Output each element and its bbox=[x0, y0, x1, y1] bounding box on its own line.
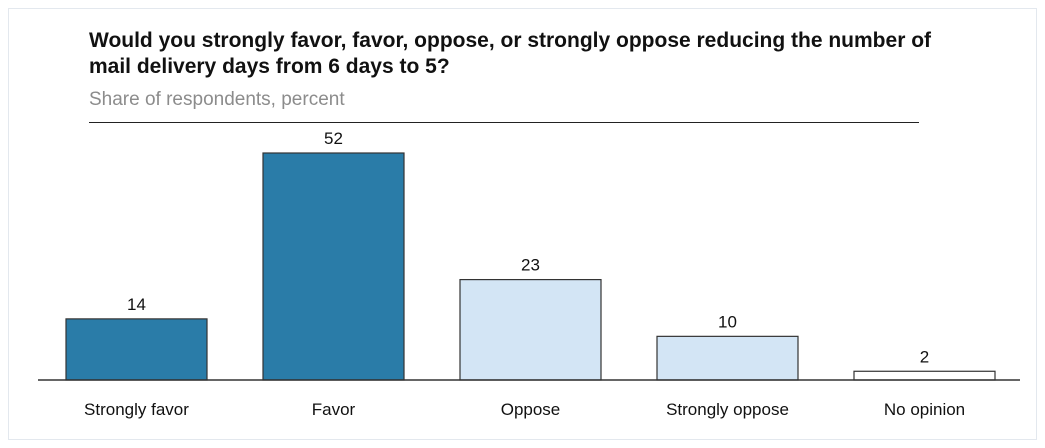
category-label-oppose: Oppose bbox=[501, 400, 561, 419]
category-label-strongly-favor: Strongly favor bbox=[84, 400, 189, 419]
bar-no-opinion bbox=[853, 370, 996, 381]
value-label-strongly-oppose: 10 bbox=[718, 312, 737, 331]
category-label-no-opinion: No opinion bbox=[884, 400, 965, 419]
chart-subtitle: Share of respondents, percent bbox=[89, 89, 345, 110]
bar-strongly-oppose bbox=[656, 335, 799, 381]
bars-group bbox=[65, 152, 996, 381]
title-divider bbox=[89, 122, 919, 123]
value-label-strongly-favor: 14 bbox=[127, 295, 146, 314]
category-label-strongly-oppose: Strongly oppose bbox=[666, 400, 789, 419]
category-label-favor: Favor bbox=[312, 400, 356, 419]
bar-strongly-favor bbox=[65, 318, 208, 381]
value-label-no-opinion: 2 bbox=[920, 347, 929, 366]
bar-oppose bbox=[459, 278, 602, 381]
value-label-oppose: 23 bbox=[521, 256, 540, 275]
value-label-favor: 52 bbox=[324, 129, 343, 148]
category-labels-group: Strongly favor Favor Oppose Strongly oppose… bbox=[84, 400, 965, 419]
bar-favor bbox=[262, 152, 405, 381]
chart-title: Would you strongly favor, favor, oppose,… bbox=[89, 29, 932, 78]
value-labels-group: 14 52 23 10 2 bbox=[127, 129, 929, 366]
